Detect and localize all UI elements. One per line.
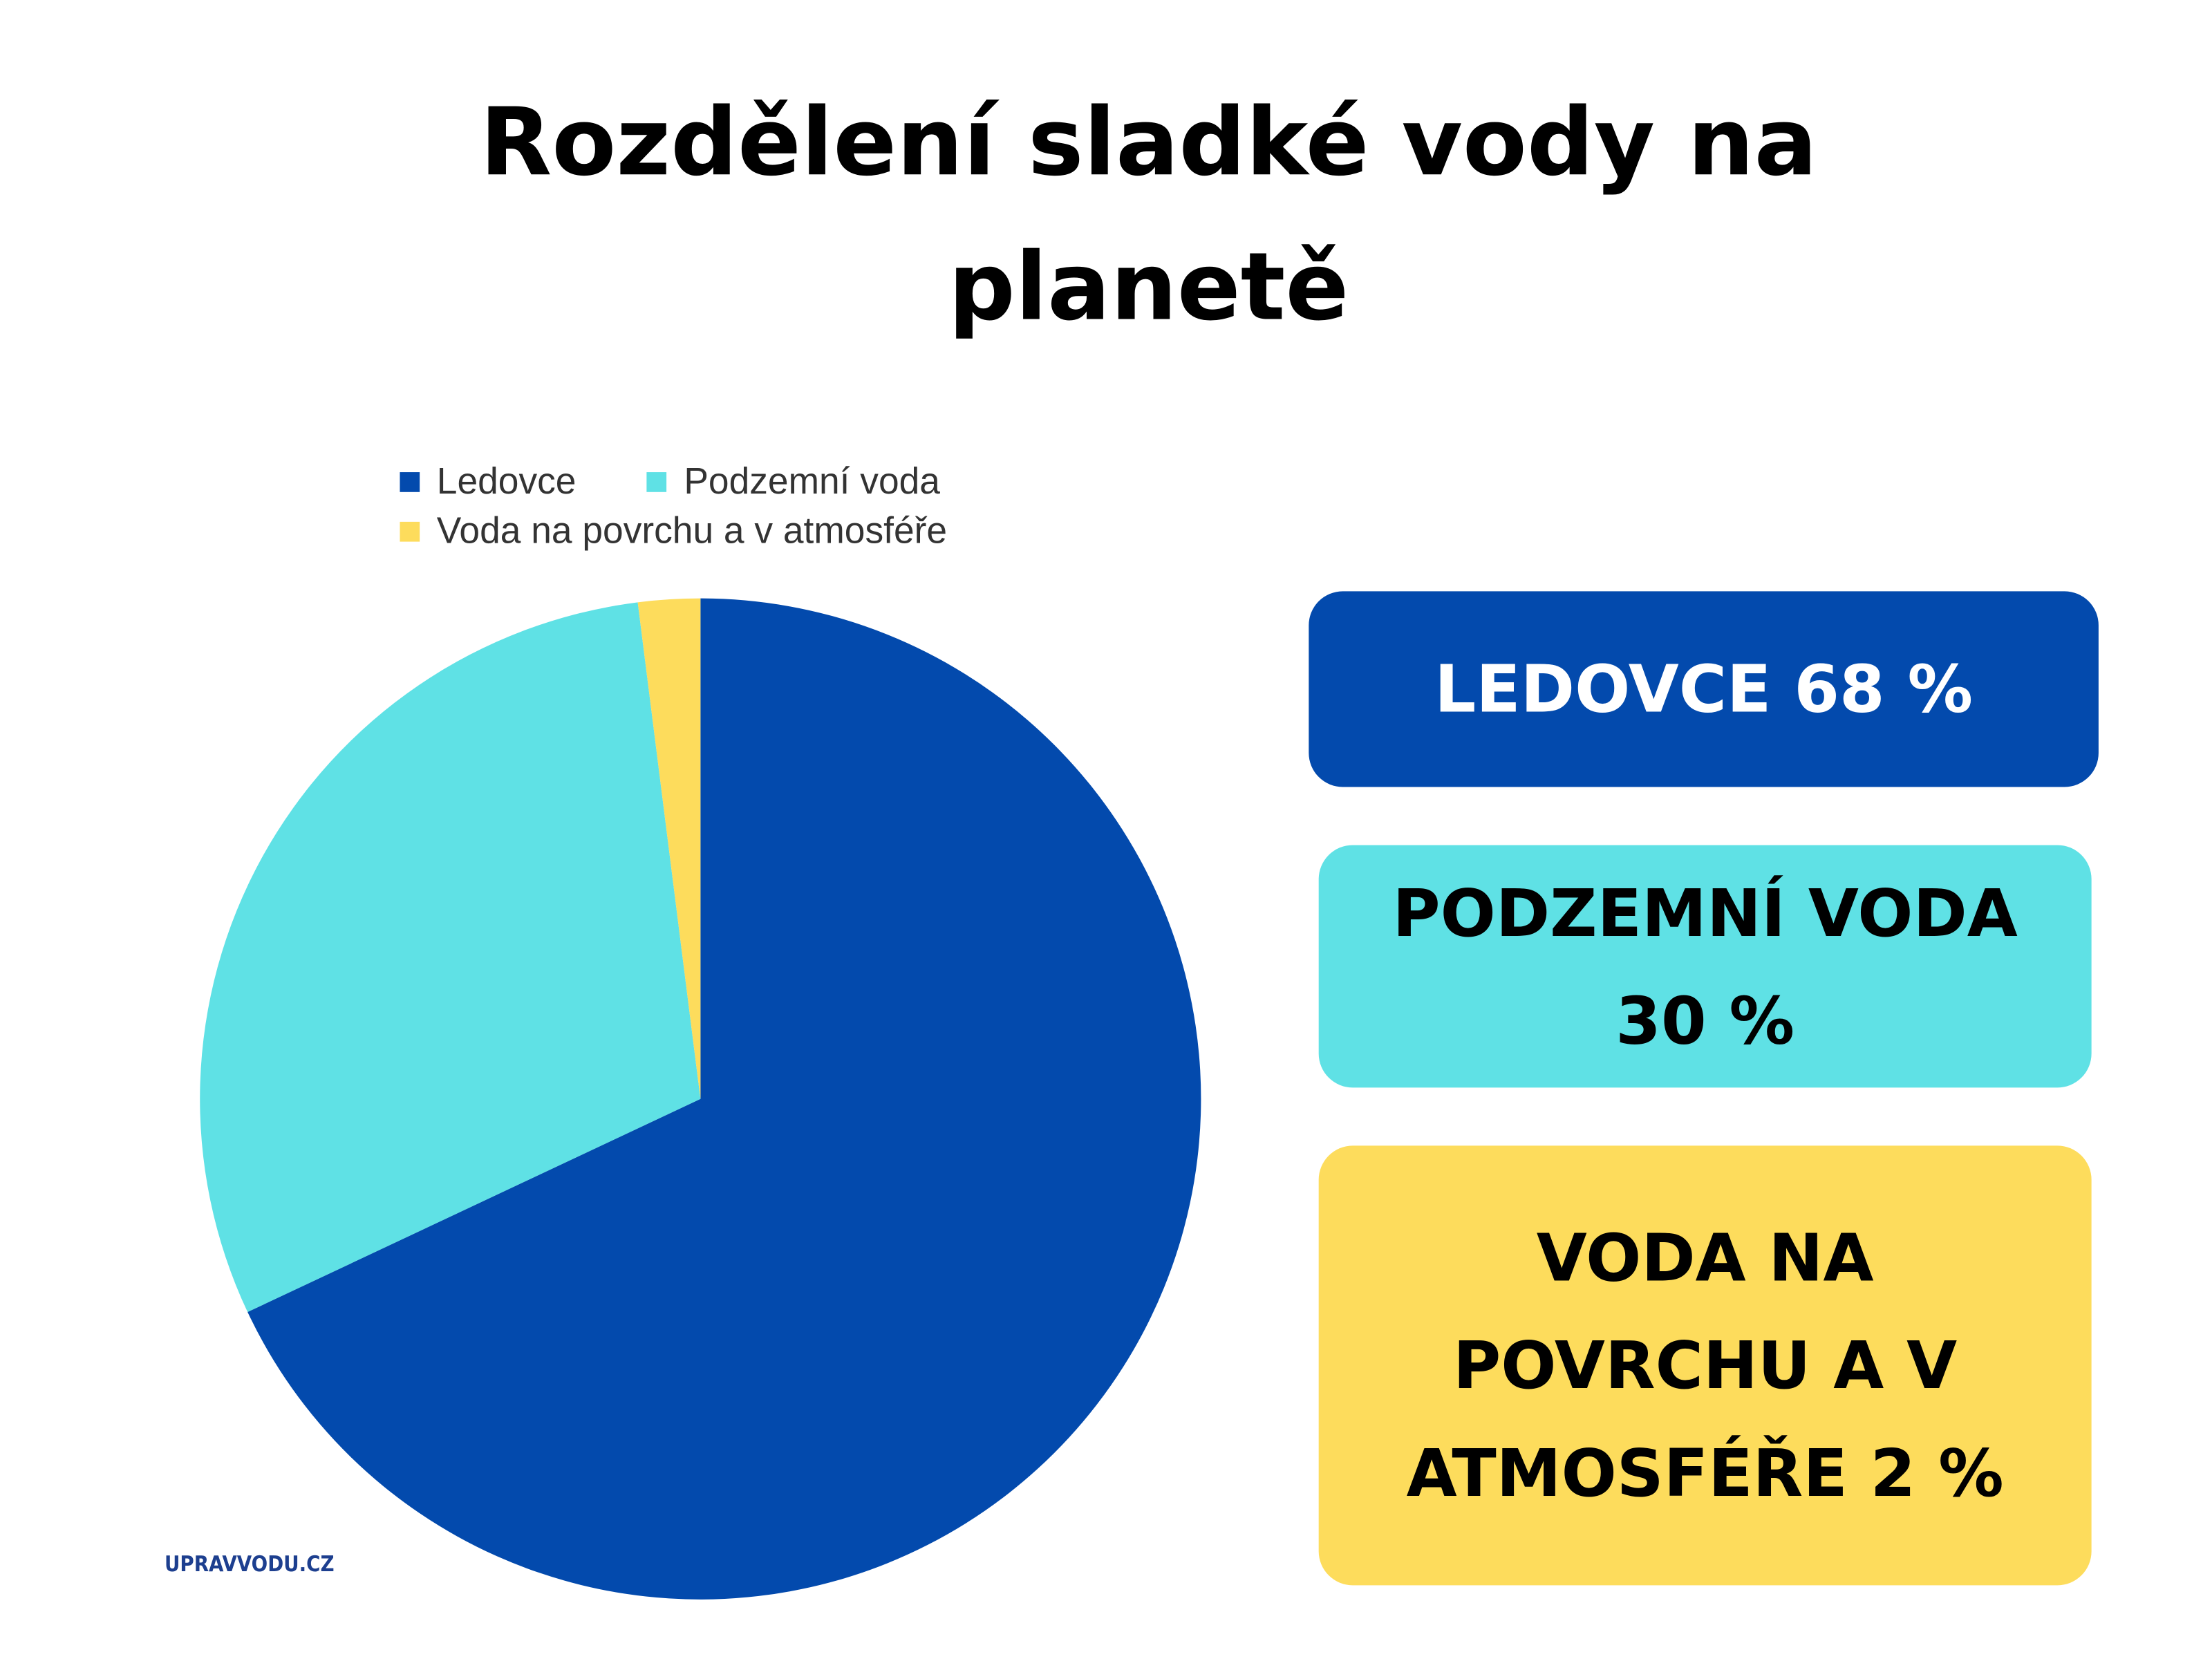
callout-box: PODZEMNÍ VODA 30 % <box>1318 845 2092 1088</box>
chart-title: Rozdělení sladké vody na planetě <box>480 88 1817 342</box>
pie-slice <box>247 598 1201 1600</box>
legend-swatch <box>400 471 420 491</box>
legend-entry: Voda na povrchu a v atmosféře <box>400 509 947 553</box>
legend-label: Podzemní voda <box>684 459 940 503</box>
legend-swatch <box>647 471 667 491</box>
legend-label: Voda na povrchu a v atmosféře <box>436 509 948 552</box>
legend-entry: Podzemní voda <box>647 460 940 504</box>
logo: UPRAVVODU.CZ <box>164 1551 335 1577</box>
pie-slice <box>637 598 701 1099</box>
legend: Ledovce Podzemní voda Voda na povrchu a v … <box>400 460 1024 553</box>
legend-label: Ledovce <box>436 459 577 503</box>
legend-swatch <box>400 521 420 541</box>
legend-entry: Ledovce <box>400 460 576 504</box>
callout-box: LEDOVCE 68 % <box>1309 591 2099 787</box>
callout-box: VODA NA POVRCHU A V ATMOSFÉŘE 2 % <box>1318 1145 2092 1586</box>
pie-slice <box>200 602 701 1313</box>
